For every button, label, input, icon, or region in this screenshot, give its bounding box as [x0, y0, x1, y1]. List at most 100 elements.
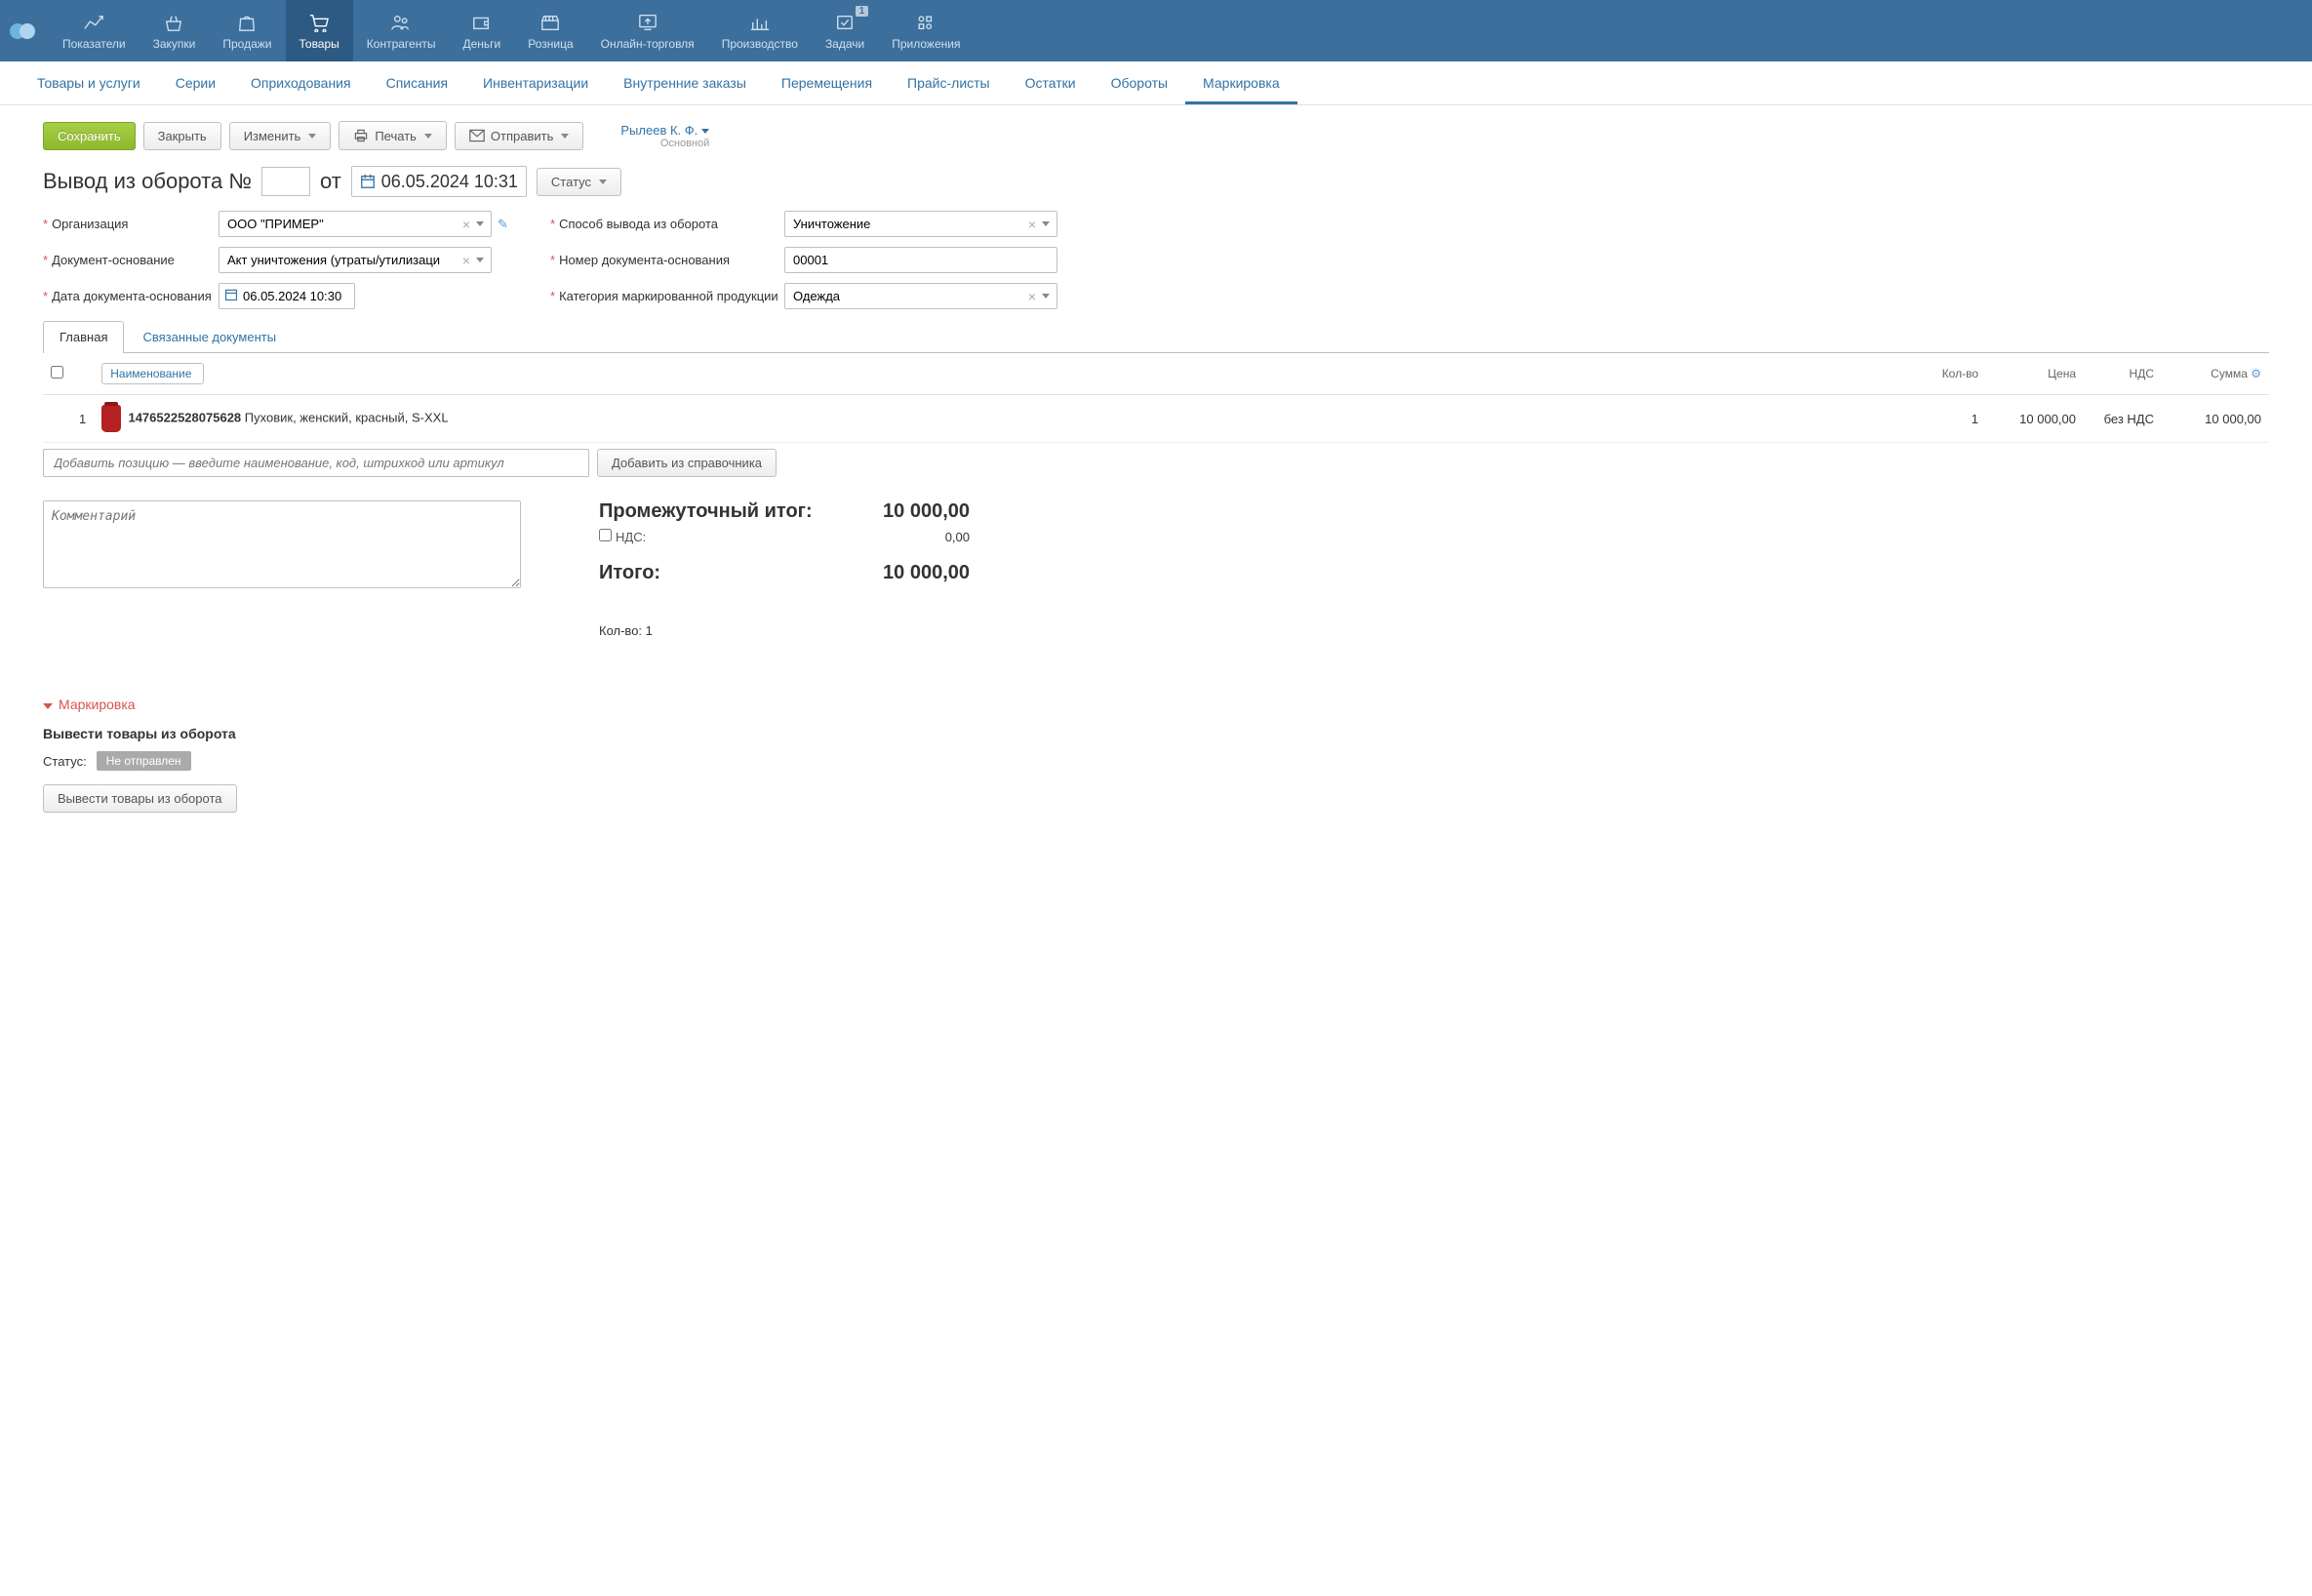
subtotal-label: Промежуточный итог:: [599, 500, 813, 523]
close-button[interactable]: Закрыть: [143, 122, 221, 150]
basis-label: Документ-основание: [52, 253, 175, 267]
status-button[interactable]: Статус: [537, 168, 621, 196]
nav-production[interactable]: Производство: [708, 0, 812, 61]
nav-label: Контрагенты: [367, 37, 436, 51]
method-select[interactable]: ×: [784, 211, 1057, 237]
subnav-receipts[interactable]: Оприходования: [233, 61, 369, 104]
caret-icon: [424, 134, 432, 139]
marking-toggle[interactable]: Маркировка: [43, 697, 2269, 712]
subnav-goods-services[interactable]: Товары и услуги: [20, 61, 158, 104]
nav-retail[interactable]: Розница: [514, 0, 586, 61]
col-name: Наименование: [110, 367, 191, 380]
bottom-section: Промежуточный итог: 10 000,00 НДС: 0,00 …: [43, 500, 2269, 638]
subnav-turnover[interactable]: Обороты: [1094, 61, 1185, 104]
cart-icon: [308, 12, 330, 33]
subnav-internal-orders[interactable]: Внутренние заказы: [606, 61, 764, 104]
nav-goods[interactable]: Товары: [286, 0, 353, 61]
subnav-inventory[interactable]: Инвентаризации: [465, 61, 606, 104]
doc-number-input[interactable]: [261, 167, 310, 196]
clear-icon[interactable]: ×: [462, 217, 470, 232]
marking-header-label: Маркировка: [59, 697, 136, 712]
basis-date-input[interactable]: [219, 283, 355, 309]
caret-icon: [43, 703, 53, 709]
doc-date[interactable]: 06.05.2024 10:31: [351, 166, 527, 197]
calendar-icon: [360, 174, 376, 189]
print-button[interactable]: Печать: [339, 121, 447, 150]
basis-date-label: Дата документа-основания: [52, 289, 212, 303]
nav-apps[interactable]: Приложения: [878, 0, 974, 61]
category-input[interactable]: [784, 283, 1057, 309]
save-button[interactable]: Сохранить: [43, 122, 136, 150]
tab-related[interactable]: Связанные документы: [126, 321, 293, 352]
edit-icon[interactable]: ✎: [498, 217, 508, 232]
subnav-writeoffs[interactable]: Списания: [369, 61, 465, 104]
nav-counterparties[interactable]: Контрагенты: [353, 0, 450, 61]
nav-indicators[interactable]: Показатели: [49, 0, 140, 61]
comment-input[interactable]: [43, 500, 521, 588]
org-input[interactable]: [219, 211, 492, 237]
nav-online[interactable]: Онлайн-торговля: [587, 0, 708, 61]
gear-icon[interactable]: ⚙: [2251, 367, 2261, 380]
nav-badge: 1: [856, 6, 869, 17]
totals: Промежуточный итог: 10 000,00 НДС: 0,00 …: [599, 500, 970, 638]
nav-label: Производство: [722, 37, 798, 51]
category-select[interactable]: ×: [784, 283, 1057, 309]
vat-label: НДС:: [616, 530, 646, 544]
basis-select[interactable]: ×: [219, 247, 492, 273]
edit-button[interactable]: Изменить: [229, 122, 332, 150]
row-code: 1476522528075628: [128, 410, 241, 424]
clear-icon[interactable]: ×: [462, 253, 470, 268]
name-sort-button[interactable]: Наименование: [101, 363, 204, 384]
from-label: от: [320, 169, 341, 194]
nav-sales[interactable]: Продажи: [209, 0, 285, 61]
mail-icon: [469, 129, 485, 142]
people-icon: [390, 12, 412, 33]
caret-icon: [1042, 294, 1050, 299]
clear-icon[interactable]: ×: [1028, 217, 1036, 232]
form: *Организация × ✎ *Способ вывода из оборо…: [0, 211, 2312, 309]
add-item-input[interactable]: [43, 449, 589, 477]
add-from-catalog-button[interactable]: Добавить из справочника: [597, 449, 777, 477]
nav-label: Показатели: [62, 37, 126, 51]
apps-icon: [915, 12, 937, 33]
bag-icon: [237, 12, 257, 33]
method-label: Способ вывода из оборота: [559, 217, 718, 231]
factory-icon: [749, 12, 771, 33]
basis-input[interactable]: [219, 247, 492, 273]
top-nav: Показатели Закупки Продажи Товары Контра…: [0, 0, 2312, 61]
nav-tasks[interactable]: 1 Задачи: [812, 0, 878, 61]
btn-label: Изменить: [244, 129, 301, 143]
nav-money[interactable]: Деньги: [449, 0, 514, 61]
col-vat: НДС: [2084, 353, 2162, 395]
online-icon: [637, 12, 658, 33]
select-all-checkbox[interactable]: [51, 366, 63, 379]
caret-icon: [476, 221, 484, 226]
clear-icon[interactable]: ×: [1028, 289, 1036, 304]
page-title: Вывод из оборота №: [43, 169, 252, 194]
wallet-icon: [471, 12, 493, 33]
withdraw-goods-button[interactable]: Вывести товары из оборота: [43, 784, 237, 813]
document-tabs: Главная Связанные документы: [43, 321, 2269, 353]
row-price: 10 000,00: [1986, 395, 2084, 443]
subnav-series[interactable]: Серии: [158, 61, 233, 104]
org-select[interactable]: ×: [219, 211, 492, 237]
subnav-marking[interactable]: Маркировка: [1185, 61, 1297, 104]
row-desc: Пуховик, женский, красный, S-XXL: [245, 410, 449, 424]
row-vat: без НДС: [2084, 395, 2162, 443]
logo-icon: [10, 20, 39, 43]
table-row[interactable]: 1 1476522528075628 Пуховик, женский, кра…: [43, 395, 2269, 443]
basis-num-input[interactable]: [784, 247, 1057, 273]
btn-label: Отправить: [491, 129, 553, 143]
basis-date-field[interactable]: [219, 283, 355, 309]
marking-status-label: Статус:: [43, 754, 87, 769]
method-input[interactable]: [784, 211, 1057, 237]
btn-label: Печать: [375, 129, 417, 143]
subnav-transfers[interactable]: Перемещения: [764, 61, 890, 104]
tab-main[interactable]: Главная: [43, 321, 124, 353]
user-info[interactable]: Рылеев К. Ф. Основной: [620, 123, 709, 149]
subnav-pricelists[interactable]: Прайс-листы: [890, 61, 1008, 104]
vat-checkbox[interactable]: [599, 529, 612, 541]
nav-purchases[interactable]: Закупки: [140, 0, 210, 61]
subnav-stock[interactable]: Остатки: [1008, 61, 1094, 104]
send-button[interactable]: Отправить: [455, 122, 583, 150]
